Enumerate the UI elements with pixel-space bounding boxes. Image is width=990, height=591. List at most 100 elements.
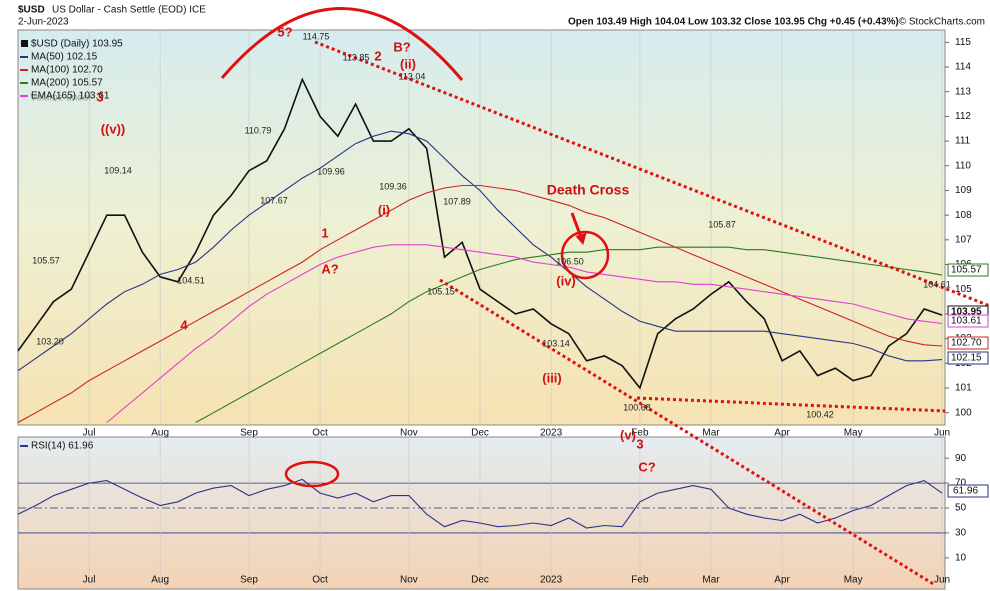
y-tick-label: 112: [955, 111, 971, 122]
wave-label: (iv): [556, 273, 576, 288]
price-label: 104.61: [923, 279, 951, 289]
price-panel: [17, 29, 946, 426]
price-tag-box: [947, 351, 989, 365]
overlays: [220, 7, 990, 587]
rsi-tag-box: [947, 484, 989, 498]
x-tick-label: Mar: [702, 575, 720, 586]
x-tick-label: Jun: [934, 575, 950, 586]
x-tick-label: Apr: [774, 428, 790, 439]
price-label: 110.79: [245, 125, 272, 135]
legend-entry: MA(100) 102.70: [31, 65, 103, 76]
quote: Open 103.49 High 104.04 Low 103.32 Close…: [568, 17, 899, 28]
price-label: 103.14: [542, 338, 570, 348]
x-tick-label: May: [844, 428, 863, 439]
wave-label: 2: [374, 48, 381, 63]
y-tick-label: 110: [955, 160, 971, 171]
price-label: 106.50: [556, 256, 584, 266]
instrument: US Dollar - Cash Settle (EOD) ICE: [52, 5, 206, 16]
x-tick-label: Dec: [471, 428, 489, 439]
symbol: $USD: [18, 5, 45, 16]
legend-entry: RSI(14) 61.96: [31, 441, 94, 452]
legend-volume: Volume undef: [30, 93, 91, 104]
marks: [17, 30, 945, 589]
price-label: 105.57: [32, 255, 60, 265]
price-label: 114.75: [303, 31, 330, 41]
price-tag: 102.70: [951, 338, 982, 349]
legend-entry: MA(200) 105.57: [31, 78, 103, 89]
price-label: 107.67: [260, 195, 288, 205]
price-tag: 103.95: [951, 307, 982, 318]
y-tick-label: 10: [955, 552, 967, 563]
x-tick-label: Aug: [151, 428, 169, 439]
series-line: [17, 130, 943, 372]
x-tick-label: Sep: [240, 575, 258, 586]
x-tick-label: Aug: [151, 575, 169, 586]
credit: © StockCharts.com: [899, 17, 985, 28]
wave-label: (ii): [400, 56, 416, 71]
wave-label: (i): [378, 202, 390, 217]
price-label: 100.42: [806, 409, 834, 419]
wave-label: B?: [393, 39, 410, 54]
price-label: 109.96: [317, 166, 345, 176]
y-tick-label: 115: [955, 37, 971, 48]
wave-label: 1: [321, 225, 328, 240]
x-tick-label: Sep: [240, 428, 258, 439]
x-tick-label: Jul: [83, 428, 96, 439]
wave-label: 3: [636, 436, 643, 451]
price-label: 100.68: [623, 402, 651, 412]
price-label: 105.87: [708, 219, 736, 229]
price-label: 105.15: [427, 286, 455, 296]
y-tick-label: 107: [955, 234, 972, 245]
price-tag-box: [947, 336, 989, 350]
y-tick-label: 111: [955, 136, 971, 147]
y-tick-label: 109: [955, 185, 972, 196]
y-tick-label: 100: [955, 407, 972, 418]
x-tick-label: 2023: [540, 575, 563, 586]
price-label: 113.04: [399, 71, 426, 81]
ellipse: [284, 460, 340, 488]
y-tick-label: 105: [955, 284, 972, 295]
date: 2-Jun-2023: [18, 17, 69, 28]
price-tag-box: [947, 263, 989, 277]
series-line: [17, 77, 943, 390]
series-line: [195, 246, 943, 423]
x-tick-label: Feb: [631, 575, 649, 586]
legend-entry: EMA(165) 103.61: [31, 91, 110, 102]
x-tick-label: Nov: [400, 428, 418, 439]
wave-label: (v): [620, 427, 636, 442]
price-label: 113.85: [343, 52, 370, 62]
price-label: 109.14: [104, 165, 132, 175]
wave-label: Death Cross: [547, 182, 630, 198]
wave-label: (iii): [542, 370, 562, 385]
x-tick-label: Nov: [400, 575, 418, 586]
y-tick-label: 50: [955, 503, 967, 514]
legend-entry: MA(50) 102.15: [31, 52, 98, 63]
wave-label: ((v)): [101, 121, 126, 136]
legend-entry: $USD (Daily) 103.95: [31, 39, 123, 50]
price-tag: 102.15: [951, 353, 982, 364]
price-label: 109.36: [379, 181, 407, 191]
wave-label: 5?: [277, 24, 292, 39]
price-tag-box: [947, 314, 989, 328]
x-tick-label: Jul: [83, 575, 96, 586]
arrow-head: [575, 232, 587, 246]
series-line: [106, 244, 943, 423]
price-label: 103.20: [36, 336, 64, 346]
x-tick-label: May: [844, 575, 863, 586]
price-tag: 103.61: [951, 316, 982, 327]
rsi-tag: 61.96: [953, 486, 978, 497]
wave-label: C?: [638, 459, 655, 474]
legend-swatch: [21, 40, 28, 47]
wave-label: 3: [96, 89, 103, 104]
x-tick-label: Mar: [702, 428, 720, 439]
x-tick-label: Apr: [774, 575, 790, 586]
x-tick-label: Jun: [934, 428, 950, 439]
price-label: 104.51: [177, 275, 205, 285]
y-tick-label: 108: [955, 210, 972, 221]
trend-line: [439, 278, 936, 587]
y-tick-label: 114: [955, 62, 971, 73]
wave-label: A?: [321, 261, 338, 276]
circle: [560, 230, 610, 280]
trend-line: [314, 40, 990, 308]
